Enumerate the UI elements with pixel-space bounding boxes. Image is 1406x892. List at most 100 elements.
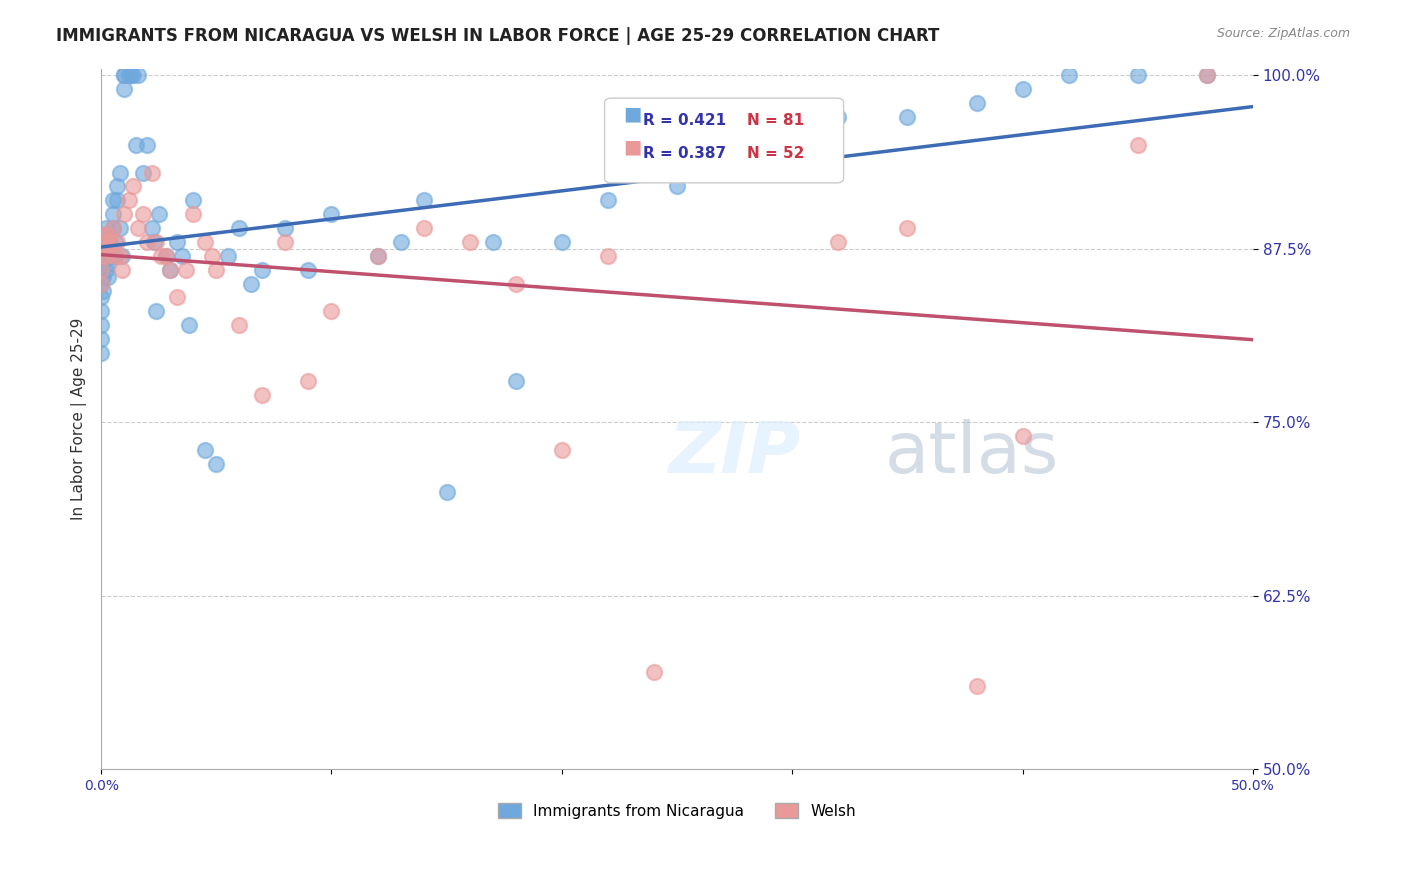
Point xyxy=(205,457,228,471)
Point xyxy=(217,249,239,263)
Point xyxy=(94,249,117,263)
Point xyxy=(94,221,117,235)
Point xyxy=(90,318,112,333)
Point xyxy=(93,228,115,243)
Point xyxy=(93,284,115,298)
Point xyxy=(97,228,120,243)
Point xyxy=(90,249,112,263)
Point xyxy=(105,194,128,208)
Point xyxy=(166,235,188,249)
Point xyxy=(125,137,148,152)
Point xyxy=(297,262,319,277)
Point xyxy=(98,235,121,249)
Text: R = 0.387: R = 0.387 xyxy=(643,145,725,161)
Point xyxy=(321,304,343,318)
Point xyxy=(141,221,163,235)
Point xyxy=(228,318,250,333)
Point xyxy=(111,249,134,263)
Point xyxy=(155,249,177,263)
Point xyxy=(97,269,120,284)
Point xyxy=(122,179,145,194)
Point xyxy=(90,249,112,263)
Point xyxy=(101,207,124,221)
Point xyxy=(367,249,389,263)
Point xyxy=(170,249,193,263)
Point xyxy=(101,194,124,208)
Point xyxy=(827,110,849,124)
Point xyxy=(127,69,149,83)
Point xyxy=(127,221,149,235)
Legend: Immigrants from Nicaragua, Welsh: Immigrants from Nicaragua, Welsh xyxy=(492,797,862,825)
Point xyxy=(551,235,574,249)
Point xyxy=(118,69,141,83)
Point xyxy=(176,262,198,277)
Point xyxy=(1195,69,1218,83)
Point xyxy=(97,242,120,256)
Point xyxy=(148,207,170,221)
Point xyxy=(131,165,153,179)
Point xyxy=(896,221,918,235)
Point xyxy=(177,318,200,333)
Point xyxy=(104,249,127,263)
Point xyxy=(159,262,181,277)
Point xyxy=(412,221,434,235)
Point xyxy=(436,484,458,499)
Point xyxy=(181,207,204,221)
Point xyxy=(93,256,115,270)
Point xyxy=(297,374,319,388)
Point xyxy=(1011,429,1033,443)
Point xyxy=(145,304,167,318)
Point xyxy=(412,194,434,208)
Point xyxy=(120,69,142,83)
Point xyxy=(90,262,112,277)
Point xyxy=(101,221,124,235)
Point xyxy=(143,235,166,249)
Text: N = 52: N = 52 xyxy=(747,145,804,161)
Text: Source: ZipAtlas.com: Source: ZipAtlas.com xyxy=(1216,27,1350,40)
Point xyxy=(966,96,988,111)
Point xyxy=(150,249,173,263)
Point xyxy=(90,304,112,318)
Point xyxy=(321,207,343,221)
Point xyxy=(145,235,167,249)
Point xyxy=(98,249,121,263)
Point xyxy=(155,249,177,263)
Point xyxy=(205,262,228,277)
Point xyxy=(194,235,217,249)
Point xyxy=(201,249,224,263)
Point xyxy=(643,665,665,680)
Point xyxy=(1057,69,1080,83)
Point xyxy=(136,235,159,249)
Point xyxy=(780,165,803,179)
Point xyxy=(458,235,481,249)
Point xyxy=(90,332,112,346)
Point xyxy=(90,346,112,360)
Point xyxy=(711,152,734,166)
Point xyxy=(551,443,574,458)
Point xyxy=(481,235,503,249)
Text: ■: ■ xyxy=(623,104,641,123)
Point xyxy=(131,207,153,221)
Point xyxy=(239,277,262,291)
Point xyxy=(141,165,163,179)
Point xyxy=(1195,69,1218,83)
Point xyxy=(93,269,115,284)
Text: ■: ■ xyxy=(623,137,641,156)
Point xyxy=(112,69,135,83)
Point xyxy=(90,235,112,249)
Point xyxy=(94,249,117,263)
Point xyxy=(274,221,297,235)
Point xyxy=(827,235,849,249)
Point xyxy=(97,228,120,243)
Point xyxy=(94,262,117,277)
Point xyxy=(93,228,115,243)
Point xyxy=(780,137,803,152)
Point xyxy=(90,262,112,277)
Point xyxy=(98,235,121,249)
Point xyxy=(252,262,274,277)
Point xyxy=(105,179,128,194)
Point xyxy=(94,235,117,249)
Point xyxy=(228,221,250,235)
Point xyxy=(666,179,689,194)
Point xyxy=(105,235,128,249)
